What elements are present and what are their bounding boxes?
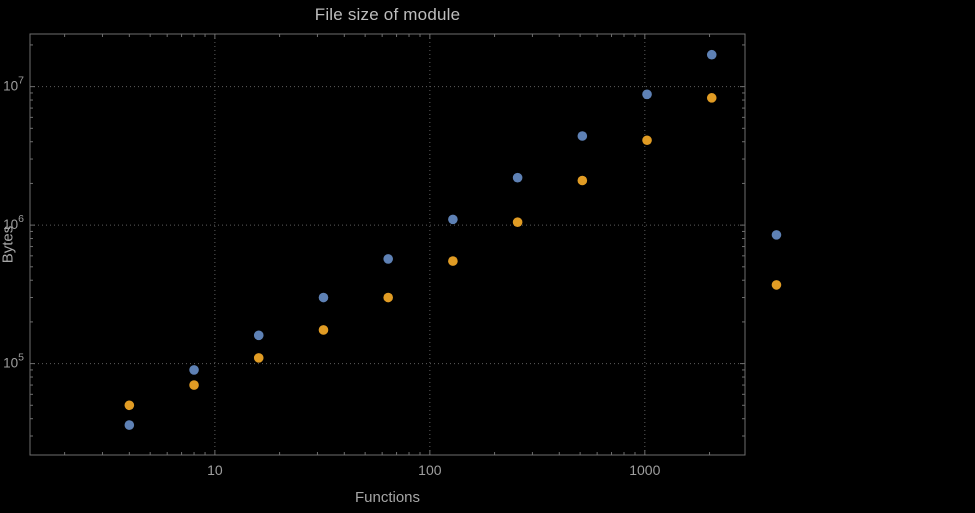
data-point-series-1 [577,131,588,141]
data-point-series-1 [383,254,393,264]
data-point-series-2 [383,292,393,303]
data-point-series-1 [253,330,264,341]
data-point-series-1 [448,214,458,225]
plot-frame [29,33,746,456]
y-axis-label: Bytes [0,225,17,264]
data-point-series-1 [642,89,652,100]
data-point-series-2 [189,380,199,390]
data-point-series-2 [124,400,135,411]
data-point-series-2 [253,353,264,363]
x-tick-label: 1000 [629,462,660,478]
data-point-series-2 [577,175,588,186]
x-axis-label: Functions [354,489,421,506]
data-point-series-2 [318,325,329,335]
data-point-series-2 [706,93,717,103]
data-point-series-1 [706,49,717,60]
x-tick-label: 10 [207,462,223,478]
chart-title: File size of module [314,5,461,24]
data-point-series-1 [318,292,329,303]
y-tick-label: 105 [3,352,24,371]
x-tick-label: 100 [418,462,442,478]
data-point-series-1 [771,230,782,240]
data-point-series-1 [512,172,523,183]
data-point-series-2 [512,217,523,227]
data-point-series-2 [642,135,652,146]
data-point-series-1 [124,420,135,430]
y-tick-label: 107 [3,75,24,94]
data-point-series-1 [189,365,199,375]
data-point-series-2 [448,256,458,266]
data-point-series-2 [771,280,782,290]
